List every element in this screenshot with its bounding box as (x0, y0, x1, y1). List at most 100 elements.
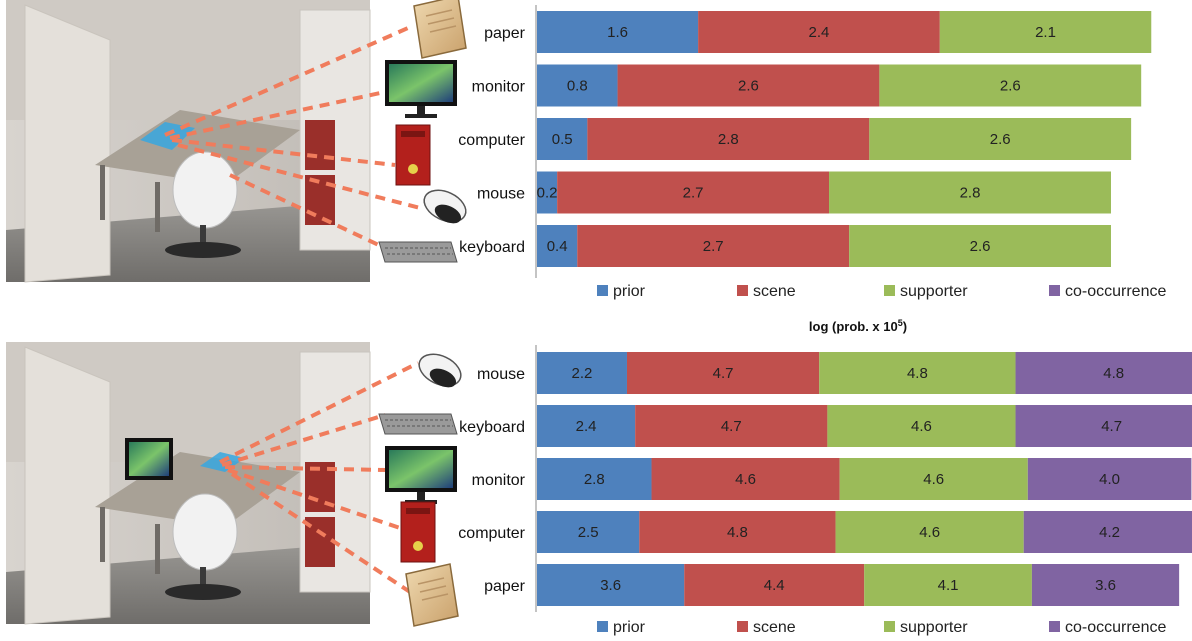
bar-segment-supporter (819, 352, 1016, 394)
bar-segment-co-occurrence (1015, 352, 1192, 394)
data-label: 2.4 (809, 24, 830, 41)
data-label: 4.0 (1099, 471, 1120, 488)
legend-label: scene (753, 283, 796, 300)
chart-title: log (prob. x 105) (809, 318, 907, 334)
data-label: 4.6 (735, 471, 756, 488)
bar-segment-scene (698, 11, 940, 53)
data-label: 2.7 (703, 238, 724, 255)
data-label: 0.2 (537, 185, 558, 202)
legend-label: supporter (900, 619, 968, 636)
bar-segment-supporter (879, 64, 1142, 107)
bar-segment-co-occurrence (1023, 511, 1192, 553)
bar-segment-prior (537, 171, 558, 214)
legend-swatch-co-occurrence (1049, 621, 1060, 632)
connector-line (219, 361, 419, 464)
data-label: 4.7 (721, 418, 742, 435)
keyboard-icon (378, 413, 458, 435)
data-label: 2.4 (576, 418, 597, 435)
room-scene-top-image (6, 0, 371, 283)
category-label: paper (484, 578, 526, 595)
connector-line (169, 90, 386, 140)
bar-segment-prior (537, 64, 618, 107)
bar-segment-prior (537, 118, 588, 160)
bar-segment-scene (626, 352, 820, 394)
bar-segment-supporter (839, 458, 1028, 500)
bar-segment-prior (537, 11, 699, 53)
data-label: 0.5 (552, 131, 573, 148)
bar-segment-co-occurrence (1015, 405, 1192, 447)
bar-segment-scene (635, 405, 828, 447)
bar-segment-supporter (849, 225, 1111, 267)
data-label: 2.6 (738, 78, 759, 95)
room-scene-bottom-image (6, 342, 371, 625)
legend-label: prior (613, 283, 646, 300)
legend-swatch-supporter (884, 285, 895, 296)
category-label: mouse (477, 186, 525, 203)
data-label: 4.8 (1103, 365, 1124, 382)
connector-line (177, 143, 421, 210)
data-label: 4.6 (919, 524, 940, 541)
stacked-bar-chart-top: paper 1.6 2.4 2.1 monitor 0.8 2.6 2.6 computer 0.… (458, 5, 1166, 300)
keyboard-icon (378, 241, 458, 263)
data-label: 4.7 (713, 365, 734, 382)
data-label: 2.8 (960, 185, 981, 202)
data-label: 2.7 (683, 185, 704, 202)
bar-segment-scene (587, 118, 870, 160)
monitor-icon (385, 446, 457, 504)
connector-lines (164, 26, 421, 594)
data-label: 1.6 (607, 24, 628, 41)
data-label: 2.8 (718, 131, 739, 148)
data-label: 4.1 (938, 577, 959, 594)
legend-label: prior (613, 619, 646, 636)
legend-label: co-occurrence (1065, 283, 1166, 300)
connector-line (221, 413, 386, 467)
bar-segment-prior (537, 225, 578, 267)
legend-label: co-occurrence (1065, 619, 1166, 636)
bar-segment-prior (537, 405, 636, 447)
bar-segment-prior (537, 511, 640, 553)
connector-line (224, 465, 386, 472)
chart-title-superscript: 5 (898, 318, 903, 328)
connector-line (171, 138, 396, 167)
computer-icon (395, 124, 431, 186)
mouse-icon (418, 183, 472, 229)
bar-segment-supporter (829, 171, 1111, 214)
category-label: monitor (472, 472, 526, 489)
bar-segment-prior (537, 352, 627, 394)
category-label: keyboard (459, 419, 525, 436)
bar-segment-scene (617, 64, 880, 107)
data-label: 4.7 (1101, 418, 1122, 435)
data-label: 2.6 (970, 238, 991, 255)
legend-swatch-scene (737, 621, 748, 632)
legend: prior scene supporter co-occurrence (597, 283, 1166, 300)
data-label: 0.8 (567, 78, 588, 95)
bar-segment-co-occurrence (1027, 458, 1192, 500)
connector-line (229, 173, 386, 250)
data-label: 2.1 (1035, 24, 1056, 41)
data-label: 4.4 (764, 577, 785, 594)
bar-segment-supporter (939, 11, 1152, 53)
data-label: 4.2 (1099, 524, 1120, 541)
category-label: monitor (472, 79, 526, 96)
data-label: 2.6 (990, 131, 1011, 148)
category-label: computer (458, 525, 525, 542)
category-label: paper (484, 25, 526, 42)
category-label: computer (458, 132, 525, 149)
category-label: mouse (477, 366, 525, 383)
data-label: 4.6 (911, 418, 932, 435)
legend-swatch-supporter (884, 621, 895, 632)
legend-swatch-scene (737, 285, 748, 296)
legend-label: supporter (900, 283, 968, 300)
bar-segment-supporter (827, 405, 1016, 447)
mouse-icon (413, 347, 467, 393)
connector-line (230, 472, 412, 594)
legend-label: scene (753, 619, 796, 636)
data-label: 2.5 (578, 524, 599, 541)
connector-line (164, 26, 409, 137)
data-label: 2.2 (572, 365, 593, 382)
bar-segment-prior (537, 564, 685, 606)
bar-segment-co-occurrence (1031, 564, 1180, 606)
paper-icon (413, 0, 467, 59)
bar-segment-scene (577, 225, 850, 267)
data-label: 3.6 (1095, 577, 1116, 594)
